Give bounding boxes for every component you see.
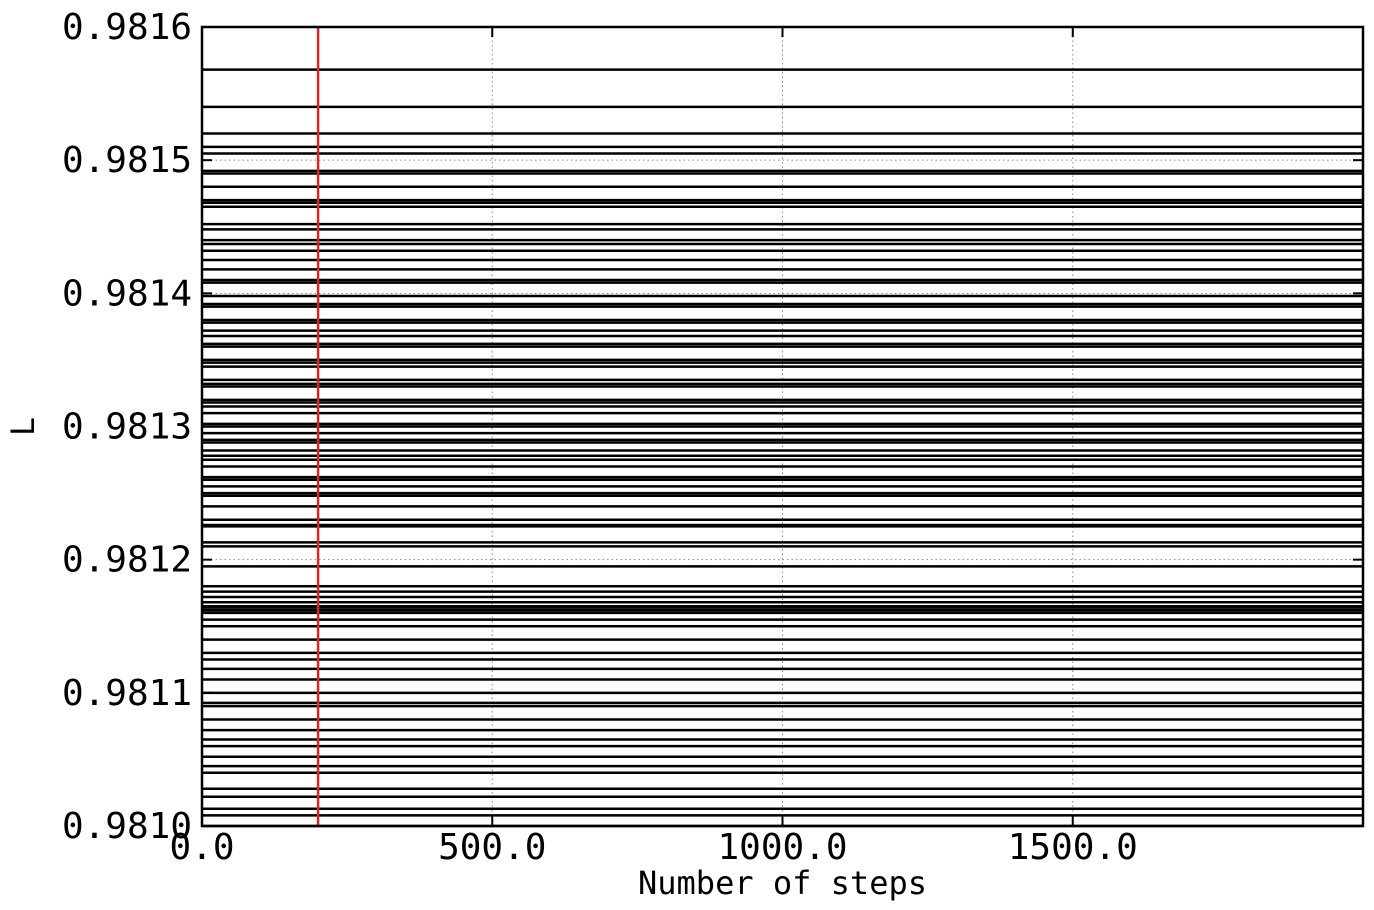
y-tick-label: 0.9812 [62, 540, 192, 581]
x-tick-label: 0.0 [169, 827, 234, 868]
x-axis-label: Number of steps [638, 864, 927, 902]
walker-traces [202, 68, 1363, 828]
y-tick-label: 0.9815 [62, 140, 192, 181]
x-tick-labels: 0.0 500.0 1000.0 1500.0 [169, 827, 1137, 868]
y-tick-label: 0.9814 [62, 273, 192, 314]
y-tick-label: 0.9810 [62, 806, 192, 847]
x-tick-label: 1500.0 [1008, 827, 1138, 868]
y-axis-label: L [4, 417, 42, 436]
x-tick-label: 500.0 [438, 827, 546, 868]
y-tick-label: 0.9816 [62, 7, 192, 48]
x-tick-label: 1000.0 [717, 827, 847, 868]
y-tick-labels: 0.9810 0.9811 0.9812 0.9813 0.9814 0.9815 0.98… [62, 7, 192, 847]
ticks [201, 26, 1363, 827]
y-tick-label: 0.9813 [62, 407, 192, 448]
y-tick-label: 0.9811 [62, 673, 192, 714]
